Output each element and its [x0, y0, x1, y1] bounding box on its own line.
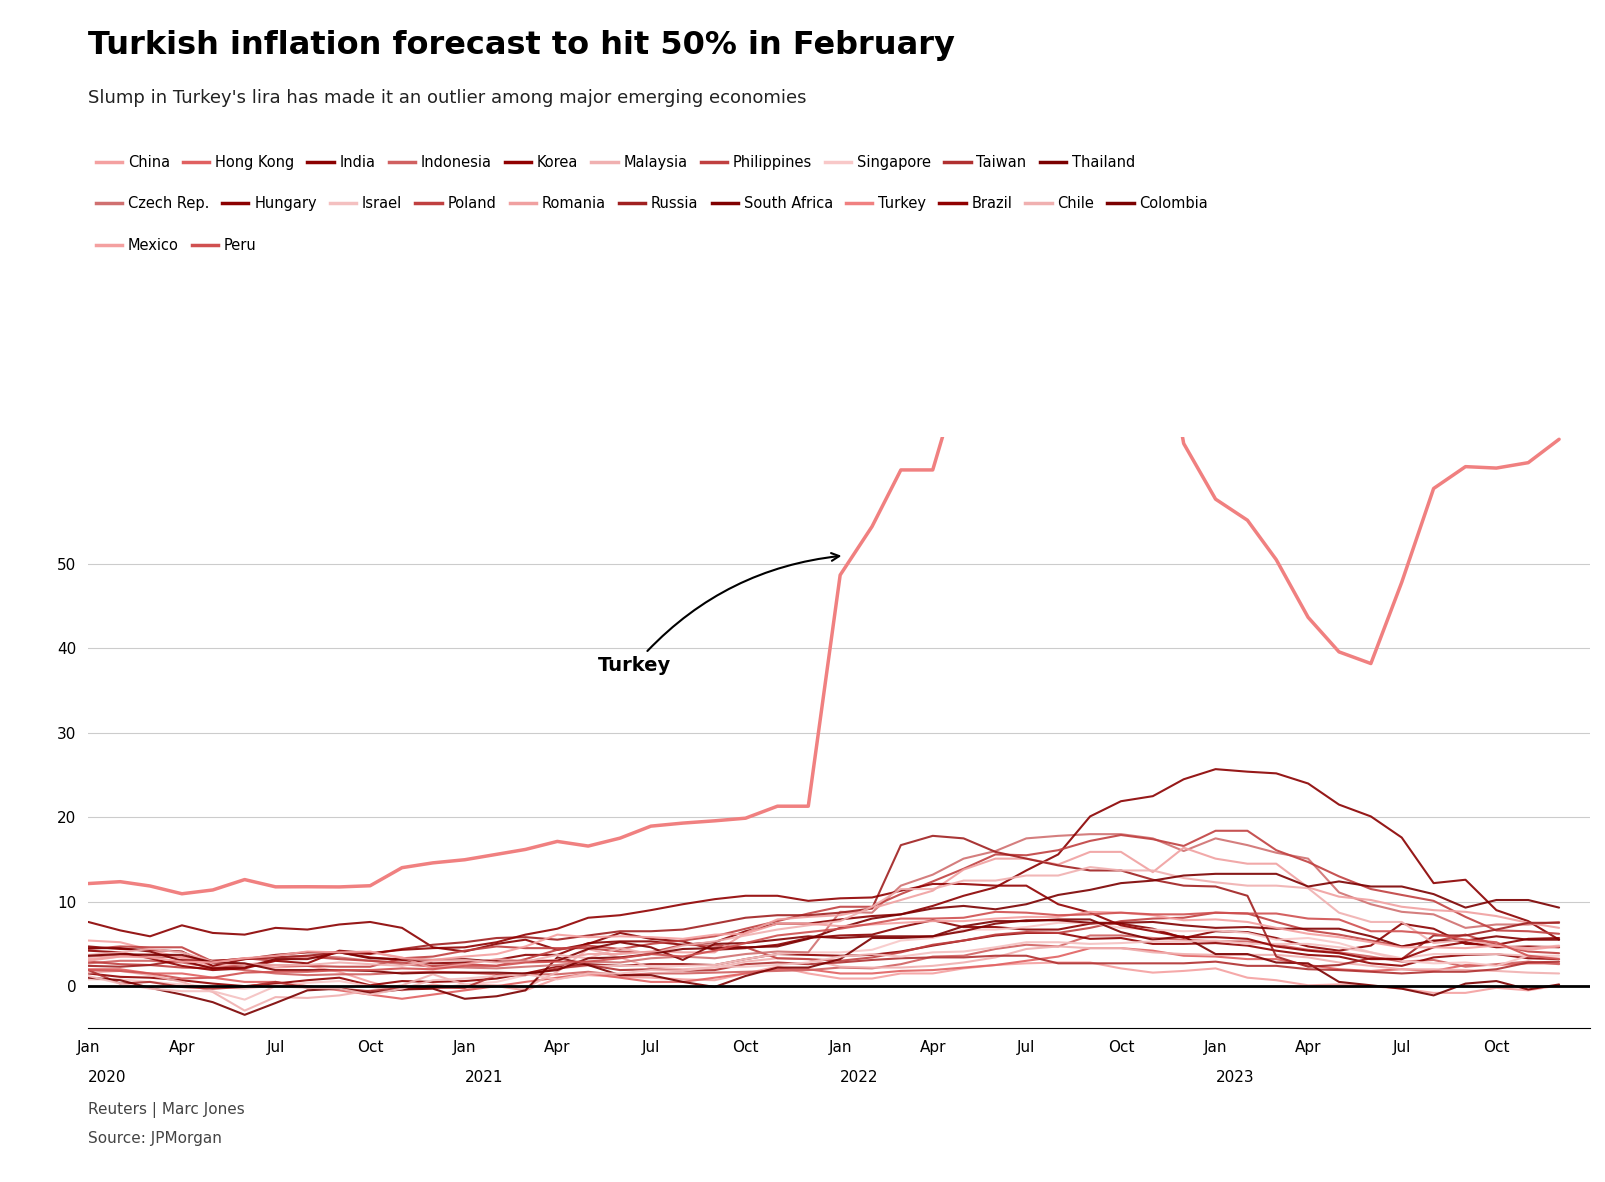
Legend: Czech Rep., Hungary, Israel, Poland, Romania, Russia, South Africa, Turkey, Braz: Czech Rep., Hungary, Israel, Poland, Rom… [96, 196, 1207, 212]
Text: Source: JPMorgan: Source: JPMorgan [88, 1131, 221, 1147]
Text: 2021: 2021 [464, 1070, 502, 1085]
Text: Reuters | Marc Jones: Reuters | Marc Jones [88, 1102, 246, 1118]
Text: 2020: 2020 [88, 1070, 127, 1085]
Text: Slump in Turkey's lira has made it an outlier among major emerging economies: Slump in Turkey's lira has made it an ou… [88, 89, 806, 106]
Legend: Mexico, Peru: Mexico, Peru [96, 238, 257, 253]
Text: 2022: 2022 [839, 1070, 878, 1085]
Text: Turkey: Turkey [597, 553, 839, 675]
Text: Turkish inflation forecast to hit 50% in February: Turkish inflation forecast to hit 50% in… [88, 30, 955, 60]
Legend: China, Hong Kong, India, Indonesia, Korea, Malaysia, Philippines, Singapore, Tai: China, Hong Kong, India, Indonesia, Kore… [96, 155, 1135, 170]
Text: 2023: 2023 [1215, 1070, 1254, 1085]
